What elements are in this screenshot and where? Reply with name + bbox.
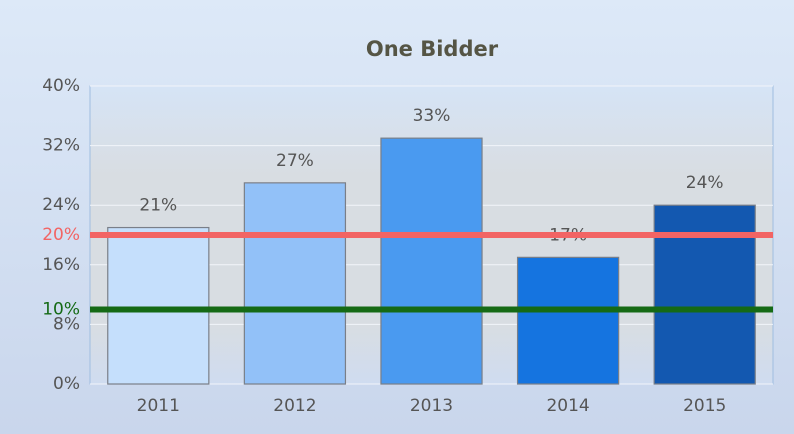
reference-label: 20% [42, 225, 80, 245]
value-label: 33% [413, 106, 451, 126]
y-tick-label: 16% [42, 255, 80, 275]
x-tick-label: 2011 [137, 396, 180, 416]
bar [380, 137, 483, 385]
x-tick-label: 2014 [546, 396, 589, 416]
y-tick-label: 40% [42, 76, 80, 96]
bar [516, 256, 620, 385]
bar [107, 226, 210, 385]
reference-label: 10% [42, 300, 80, 320]
y-tick-label: 32% [42, 136, 80, 156]
x-tick-label: 2012 [273, 396, 316, 416]
value-label: 21% [139, 196, 177, 216]
chart-title: One Bidder [366, 37, 499, 61]
bar [243, 182, 347, 385]
y-tick-label: 8% [53, 314, 80, 334]
value-label: 27% [276, 151, 314, 171]
value-label: 24% [686, 173, 724, 193]
y-tick-label: 24% [42, 195, 80, 215]
x-tick-label: 2015 [683, 396, 726, 416]
x-tick-label: 2013 [410, 396, 453, 416]
y-tick-label: 0% [53, 374, 80, 394]
